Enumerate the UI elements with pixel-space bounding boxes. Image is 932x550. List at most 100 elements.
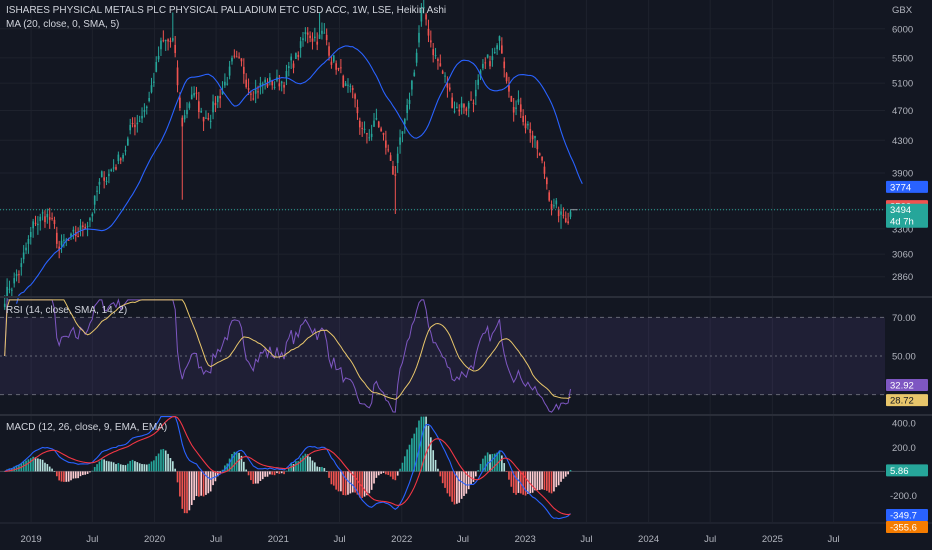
candle-body — [53, 219, 56, 225]
macd-histogram-bar — [124, 465, 127, 472]
candle-body — [564, 218, 567, 222]
candle-body — [202, 117, 205, 122]
macd-tick-label: -200.0 — [890, 491, 917, 502]
macd-histogram-bar — [117, 463, 120, 472]
macd-tick-label: 200.0 — [892, 443, 916, 454]
candle-body — [271, 80, 274, 86]
macd-histogram-bar — [67, 471, 70, 482]
macd-histogram-bar — [368, 471, 371, 494]
candle-body — [209, 120, 212, 122]
candle-body — [569, 211, 572, 217]
candle-body — [269, 77, 271, 82]
candle-body — [309, 35, 311, 39]
macd-histogram-bar — [245, 469, 248, 472]
macd-histogram-bar — [354, 471, 356, 493]
candle-body — [422, 6, 425, 9]
candle-body — [328, 46, 330, 56]
candle-body — [188, 103, 191, 108]
macd-tick-label: 400.0 — [892, 419, 916, 430]
macd-histogram-bar — [8, 468, 11, 472]
macd-histogram-bar — [432, 450, 435, 472]
macd-histogram-bar — [257, 471, 259, 484]
macd-pane[interactable] — [0, 416, 885, 520]
macd-legend: MACD (12, 26, close, 9, EMA, EMA) — [6, 422, 168, 433]
macd-histogram-bar — [112, 462, 115, 472]
candle-body — [330, 61, 333, 65]
macd-histogram-bar — [446, 471, 449, 494]
macd-histogram-bar — [179, 471, 181, 497]
macd-histogram-bar — [216, 471, 219, 477]
macd-histogram-bar — [22, 461, 25, 472]
candle-body — [124, 150, 127, 152]
candle-body — [89, 218, 91, 221]
macd-histogram-bar — [228, 458, 231, 472]
macd-histogram-bar — [562, 471, 565, 479]
candle-body — [375, 118, 378, 120]
macd-histogram-bar — [430, 437, 432, 472]
macd-histogram-bar — [198, 471, 200, 497]
macd-histogram-bar — [254, 471, 257, 484]
candle-body — [216, 96, 219, 103]
candle-body — [77, 235, 79, 238]
candle-body — [117, 154, 120, 162]
macd-histogram-bar — [280, 471, 283, 474]
candle-body — [240, 58, 243, 62]
macd-histogram-bar — [337, 471, 340, 492]
candle-body — [200, 110, 203, 113]
macd-histogram-bar — [413, 433, 416, 472]
candle-body — [15, 274, 18, 276]
candle-body — [399, 137, 401, 145]
candle-body — [434, 55, 437, 57]
grid — [0, 0, 885, 522]
rsi-pane[interactable] — [0, 298, 885, 413]
candle-body — [134, 124, 136, 128]
candle-body — [482, 63, 484, 69]
macd-histogram-bar — [51, 468, 53, 472]
macd-histogram-bar — [77, 471, 79, 479]
candle-body — [148, 97, 150, 102]
candle-body — [67, 239, 70, 241]
price-pane[interactable] — [0, 0, 885, 310]
rsi-tick-label: 50.00 — [892, 352, 916, 363]
macd-histogram-bar — [285, 470, 288, 472]
candle-body — [29, 231, 32, 238]
macd-histogram-bar — [74, 471, 77, 479]
macd-histogram-bar — [264, 471, 266, 477]
currency-label: GBX — [892, 5, 913, 16]
macd-histogram-bar — [89, 471, 91, 473]
candle-body — [82, 225, 84, 228]
candle-body — [252, 98, 255, 100]
macd-histogram-bar — [108, 461, 110, 472]
candle-body — [79, 225, 82, 231]
macd-histogram-bar — [493, 453, 496, 472]
macd-histogram-bar — [325, 471, 328, 472]
macd-histogram-bar — [162, 448, 165, 472]
macd-histogram-bar — [425, 416, 427, 472]
candle-body — [472, 102, 475, 104]
candle-body — [448, 87, 451, 90]
candle-body — [470, 99, 472, 101]
macd-histogram-bar — [489, 454, 491, 472]
macd-histogram-bar — [200, 471, 203, 496]
time-tick-label: 2022 — [391, 534, 412, 545]
macd-histogram-bar — [3, 471, 6, 473]
macd-histogram-bar — [441, 471, 444, 484]
candle-body — [415, 52, 418, 63]
candle-body — [463, 104, 465, 108]
macd-histogram-bar — [318, 467, 321, 472]
macd-histogram-bar — [131, 459, 134, 472]
macd-histogram-bar — [82, 471, 84, 476]
macd-histogram-bar — [60, 471, 63, 482]
macd-histogram-bar — [72, 471, 75, 479]
macd-histogram-bar — [444, 471, 446, 488]
candle-body — [20, 263, 23, 267]
macd-histogram-bar — [34, 457, 37, 472]
macd-histogram-bar — [538, 471, 541, 490]
pane-separators[interactable] — [0, 296, 932, 524]
macd-histogram-bar — [37, 458, 39, 472]
price-axis[interactable]: GBX6000550051004700430039003500330030602… — [890, 5, 917, 502]
candle-body — [129, 124, 132, 131]
time-axis[interactable]: 2019 Jul 2020 Jul 2021 Jul 2022 Jul 2023 Jul 2024 J… — [21, 534, 840, 545]
candle-body — [119, 158, 122, 161]
